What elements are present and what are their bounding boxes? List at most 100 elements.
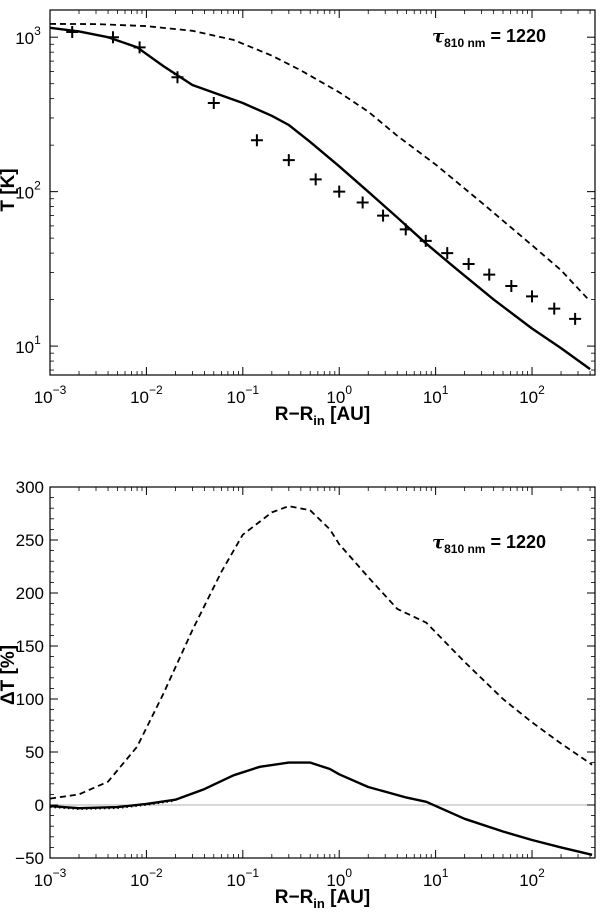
- y-axis-title: T [K]: [0, 168, 19, 211]
- tick-base: 10: [15, 338, 34, 357]
- tick-exponent: 3: [34, 24, 41, 38]
- x-axis-title-subscript: in: [313, 896, 325, 911]
- data-marker-plus: [399, 223, 412, 236]
- data-marker-plus: [483, 268, 496, 281]
- tau-annotation: τ810 nm = 1220: [432, 532, 546, 556]
- x-tick-label: 101: [423, 383, 449, 407]
- tau-symbol: τ: [432, 26, 445, 47]
- x-axis-title-main: R−R: [275, 404, 314, 425]
- x-axis-title-unit: [AU]: [325, 404, 370, 425]
- plot-frame: [49, 486, 596, 859]
- x-tick-label: 10−2: [130, 866, 163, 890]
- x-tick-label: 10−3: [34, 383, 67, 407]
- series-line-solid: [49, 761, 593, 856]
- series-line-dotted: [49, 800, 176, 810]
- x-tick-label: 10−2: [130, 383, 163, 407]
- data-marker-plus: [377, 209, 390, 222]
- data-marker-plus: [171, 71, 184, 84]
- tick-base: 10: [519, 871, 538, 890]
- y-tick-label: 101: [15, 333, 41, 357]
- tick-exponent: 2: [34, 179, 41, 193]
- x-tick-label: 10−1: [227, 383, 260, 407]
- data-marker-plus: [548, 302, 561, 315]
- data-marker-plus: [133, 41, 146, 54]
- y-tick-label: 300: [16, 478, 44, 497]
- tick-base: 10: [15, 184, 34, 203]
- x-axis-title-unit: [AU]: [325, 887, 370, 908]
- data-marker-plus: [569, 312, 582, 325]
- tick-exponent: 2: [538, 383, 545, 397]
- data-marker-plus: [356, 196, 369, 209]
- y-axis-title: ΔT [%]: [0, 645, 19, 705]
- tick-exponent: 2: [538, 866, 545, 880]
- data-marker-plus: [505, 279, 518, 292]
- tick-base: 10: [519, 388, 538, 407]
- tick-exponent: −1: [245, 383, 259, 397]
- tick-base: 10: [130, 871, 149, 890]
- x-axis-title-subscript: in: [313, 413, 325, 428]
- y-tick-label: 50: [25, 743, 44, 762]
- tick-base: 10: [15, 29, 34, 48]
- tick-exponent: −3: [53, 866, 67, 880]
- y-tick-label: 0: [35, 796, 44, 815]
- x-tick-label: 100: [326, 866, 352, 890]
- data-marker-plus: [462, 258, 475, 271]
- x-tick-label: 102: [519, 866, 545, 890]
- data-marker-plus: [441, 247, 454, 260]
- tau-value: = 1220: [485, 26, 546, 46]
- x-tick-label: 102: [519, 383, 545, 407]
- data-marker-plus: [282, 154, 295, 167]
- series-line-solid: [49, 26, 591, 371]
- tau-subscript: 810 nm: [444, 36, 485, 50]
- data-marker-plus: [106, 31, 119, 44]
- tick-exponent: −2: [149, 866, 163, 880]
- tau-subscript: 810 nm: [444, 542, 485, 556]
- x-tick-label: 10−1: [227, 866, 260, 890]
- data-marker-plus: [66, 26, 79, 39]
- x-tick-label: 10−3: [34, 866, 67, 890]
- tick-exponent: 1: [442, 383, 449, 397]
- y-tick-label: 102: [15, 179, 41, 203]
- tick-base: 10: [227, 388, 246, 407]
- plot-frame: [49, 9, 596, 376]
- data-marker-plus: [250, 134, 263, 147]
- tick-exponent: 0: [345, 383, 352, 397]
- tick-exponent: 0: [345, 866, 352, 880]
- x-axis-title-main: R−R: [275, 887, 314, 908]
- data-marker-plus: [207, 96, 220, 109]
- tau-annotation: τ810 nm = 1220: [432, 26, 546, 50]
- y-tick-label: 103: [15, 24, 41, 48]
- tick-base: 10: [423, 871, 442, 890]
- y-tick-label: 200: [16, 584, 44, 603]
- x-tick-label: 100: [326, 383, 352, 407]
- x-axis-title: R−Rin [AU]: [275, 404, 371, 428]
- tick-exponent: 1: [442, 866, 449, 880]
- tick-exponent: −2: [149, 383, 163, 397]
- tick-base: 10: [326, 388, 345, 407]
- tick-exponent: −3: [53, 383, 67, 397]
- data-marker-plus: [526, 290, 539, 303]
- tau-symbol: τ: [432, 532, 445, 553]
- x-tick-label: 101: [423, 866, 449, 890]
- data-marker-plus: [333, 185, 346, 198]
- series-line-dashed: [49, 23, 591, 302]
- temperature-difference-chart: 10−3 10−2 10−1 100 101 102−500501001502002503…: [0, 478, 596, 911]
- tick-base: 10: [423, 388, 442, 407]
- tick-base: 10: [130, 388, 149, 407]
- y-tick-label: 250: [16, 531, 44, 550]
- tick-base: 10: [326, 871, 345, 890]
- series-line-dashed: [49, 505, 593, 800]
- y-tick-label: −50: [15, 849, 44, 868]
- data-marker-plus: [309, 173, 322, 186]
- y-tick-label: 150: [16, 637, 44, 656]
- tick-base: 10: [34, 388, 53, 407]
- tick-base: 10: [227, 871, 246, 890]
- x-axis-title: R−Rin [AU]: [275, 887, 371, 911]
- tick-exponent: −1: [245, 866, 259, 880]
- tick-base: 10: [34, 871, 53, 890]
- data-marker-plus: [419, 234, 432, 247]
- y-tick-label: 100: [16, 690, 44, 709]
- tick-exponent: 1: [34, 333, 41, 347]
